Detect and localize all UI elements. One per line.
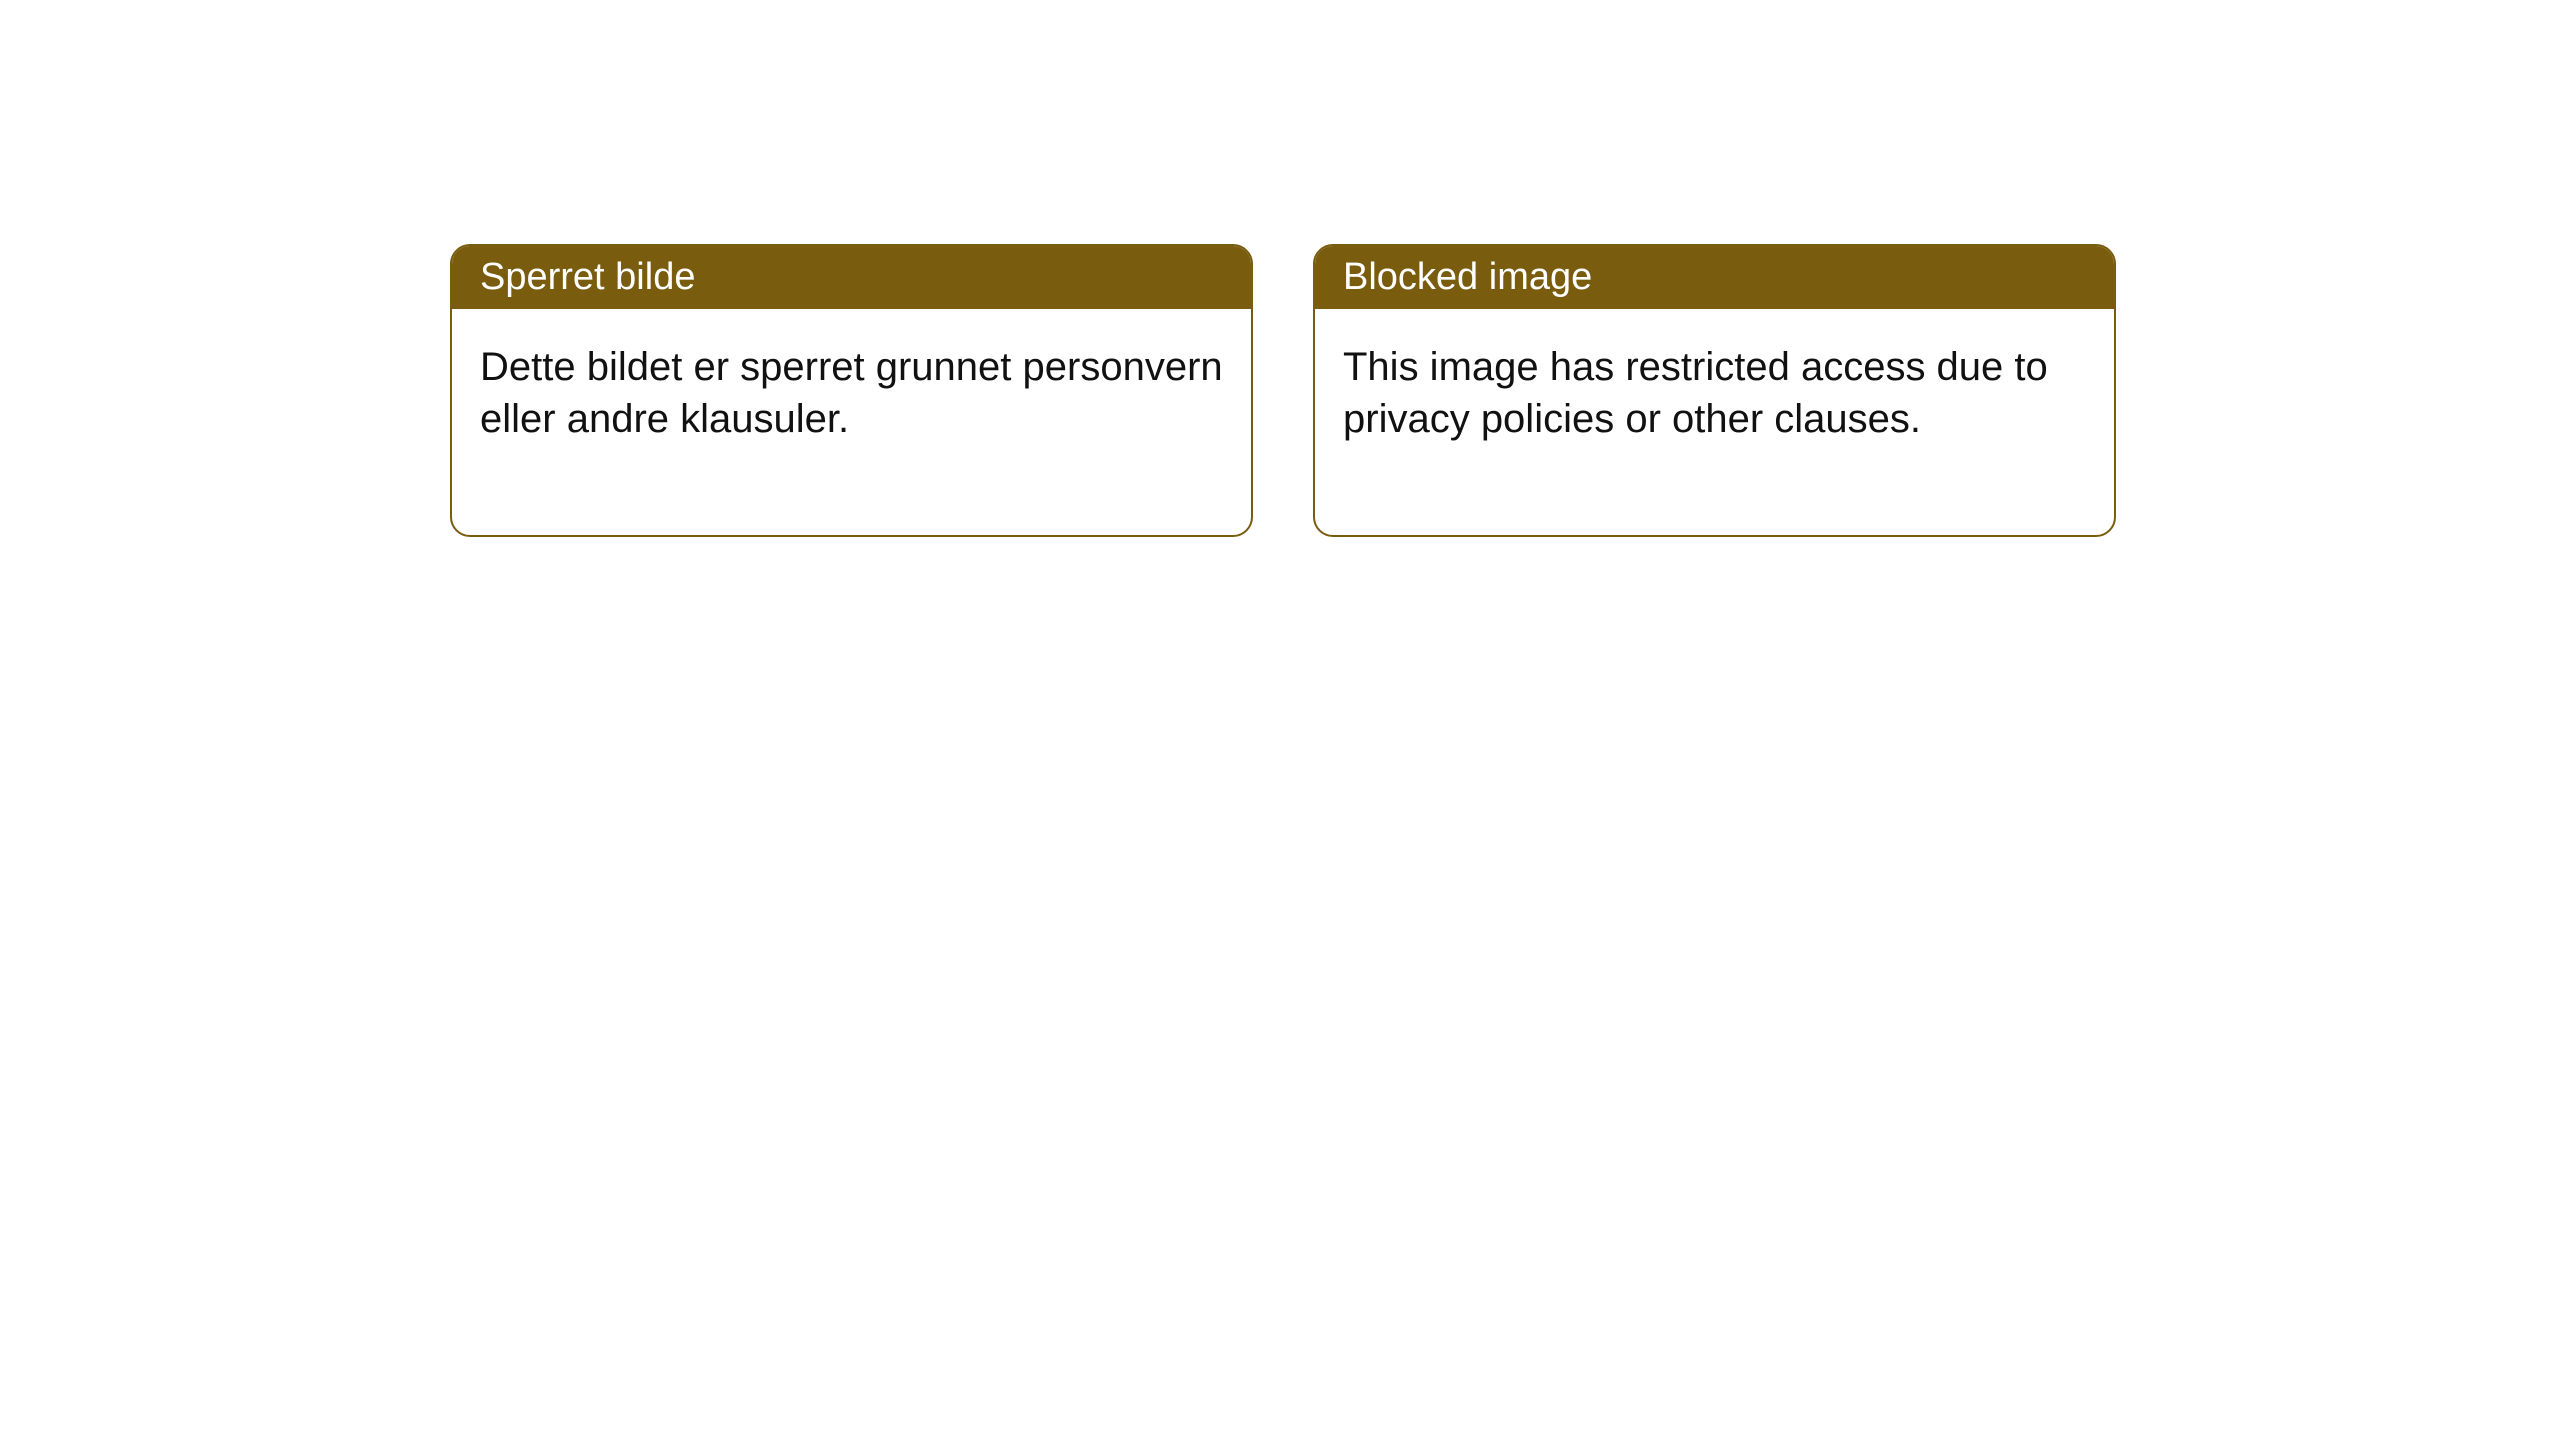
card-english: Blocked image This image has restricted … bbox=[1313, 244, 2116, 537]
card-text-norwegian: Dette bildet er sperret grunnet personve… bbox=[480, 345, 1223, 441]
notice-cards-container: Sperret bilde Dette bildet er sperret gr… bbox=[0, 0, 2560, 537]
card-body-norwegian: Dette bildet er sperret grunnet personve… bbox=[452, 309, 1251, 535]
card-header-norwegian: Sperret bilde bbox=[452, 246, 1251, 309]
card-text-english: This image has restricted access due to … bbox=[1343, 345, 2048, 441]
card-title-english: Blocked image bbox=[1343, 256, 1592, 298]
card-norwegian: Sperret bilde Dette bildet er sperret gr… bbox=[450, 244, 1253, 537]
card-header-english: Blocked image bbox=[1315, 246, 2114, 309]
card-title-norwegian: Sperret bilde bbox=[480, 256, 695, 298]
card-body-english: This image has restricted access due to … bbox=[1315, 309, 2114, 535]
